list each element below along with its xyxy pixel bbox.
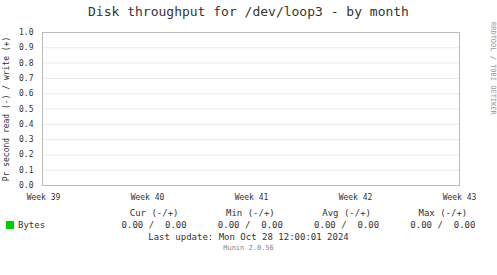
svg-text:Week 42: Week 42: [339, 193, 373, 202]
svg-text:0.7: 0.7: [19, 74, 34, 83]
svg-text:0.5: 0.5: [19, 105, 34, 114]
html-text:RRDTOOL / TOBI OETIKER: RRDTOOL / TOBI OETIKER: [489, 22, 497, 115]
svg-text:Week 41: Week 41: [235, 193, 269, 202]
html-text:Bytes: Bytes: [18, 220, 46, 230]
svg-text:Week 40: Week 40: [131, 193, 165, 202]
svg-text:0.8: 0.8: [19, 59, 34, 68]
svg-text:0.1: 0.1: [19, 166, 34, 175]
html-text:Max (-/+): Max (-/+): [418, 208, 468, 218]
html-text:Disk throughput for /dev/loop3: Disk throughput for /dev/loop3 - by mont…: [88, 4, 409, 19]
html-text:0.00 / 0.00: 0.00 / 0.00: [121, 220, 187, 230]
html-text:Cur (-/+): Cur (-/+): [129, 208, 179, 218]
svg-text:0.9: 0.9: [19, 43, 34, 52]
html-text:Avg (-/+): Avg (-/+): [322, 208, 371, 218]
svg-text:Week 39: Week 39: [27, 193, 61, 202]
html-text:0.00 / 0.00: 0.00 / 0.00: [217, 220, 283, 230]
html-text:0.00 / 0.00: 0.00 / 0.00: [314, 220, 380, 230]
svg-text:Week 43: Week 43: [443, 193, 477, 202]
html-text:0.00 / 0.00: 0.00 / 0.00: [410, 220, 476, 230]
html-text:Munin 2.0.56: Munin 2.0.56: [223, 244, 274, 252]
svg-text:1.0: 1.0: [19, 28, 34, 37]
svg-text:Pr second read (-) / write (+): Pr second read (-) / write (+): [2, 37, 11, 182]
svg-text:0.3: 0.3: [19, 135, 34, 144]
svg-text:0.4: 0.4: [19, 120, 34, 129]
svg-text:0.6: 0.6: [19, 89, 34, 98]
html-text:Last update: Mon Oct 28 12:00:: Last update: Mon Oct 28 12:00:01 2024: [148, 232, 349, 242]
svg-text:0.2: 0.2: [19, 150, 34, 159]
html-text:Min (-/+): Min (-/+): [226, 208, 275, 218]
svg-text:0.0: 0.0: [19, 181, 34, 190]
